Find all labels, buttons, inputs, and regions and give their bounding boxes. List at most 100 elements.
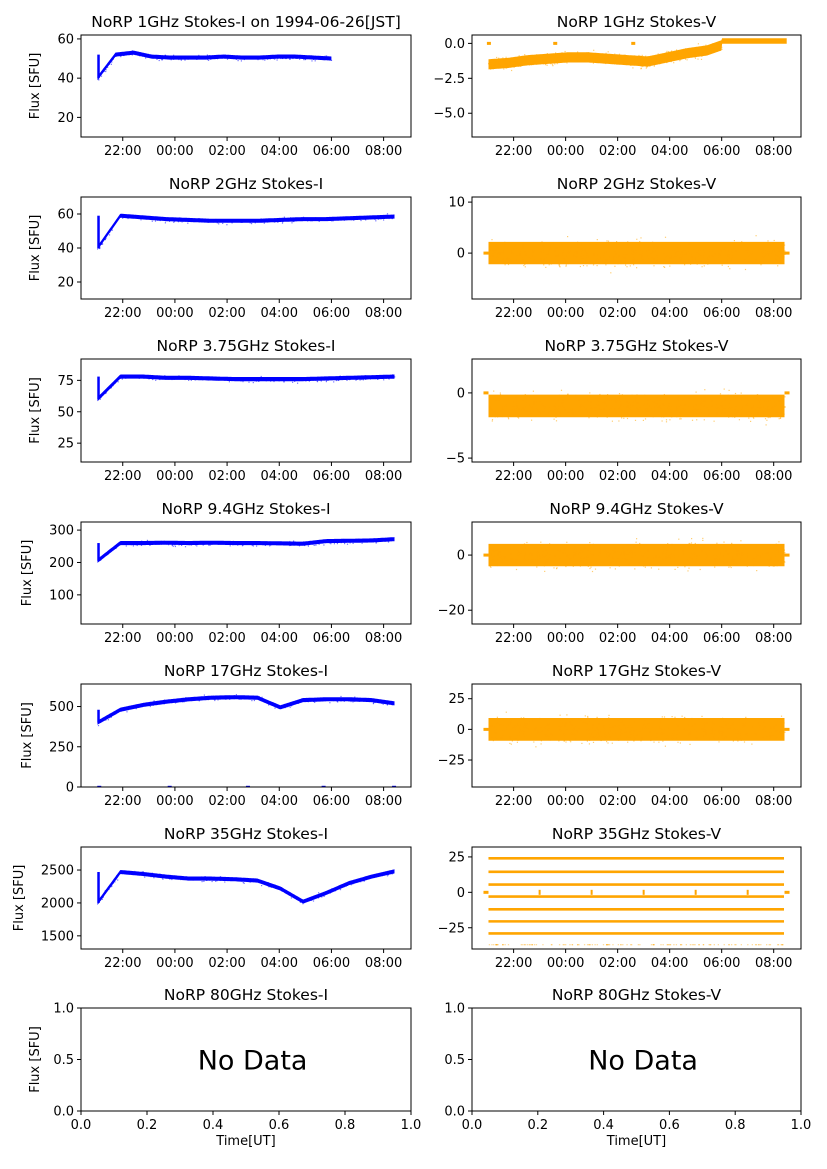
data-point [606, 556, 608, 558]
data-point [781, 411, 783, 413]
data-point [105, 69, 107, 71]
data-point [616, 558, 618, 560]
data-point [507, 417, 509, 419]
chart-title: NoRP 17GHz Stokes-I [164, 662, 328, 680]
data-point [138, 377, 140, 379]
data-point [254, 378, 256, 380]
data-point [355, 379, 357, 381]
data-point [514, 260, 516, 262]
data-point [516, 248, 518, 250]
data-point [656, 249, 658, 251]
data-point [613, 401, 615, 403]
data-point [721, 248, 723, 250]
data-point [102, 556, 104, 559]
data-point [585, 255, 587, 258]
data-point [729, 402, 731, 404]
data-point [775, 559, 777, 561]
data-point [674, 553, 676, 555]
data-point [373, 376, 375, 378]
data-point [388, 378, 390, 380]
data-point [535, 553, 537, 555]
data-point [776, 554, 778, 556]
data-point [761, 251, 764, 254]
data-point [154, 216, 156, 218]
data-point [104, 554, 106, 556]
data-point [216, 219, 218, 221]
data-point [676, 555, 678, 557]
data-point [304, 56, 306, 58]
data-point [589, 549, 591, 551]
data-point [568, 411, 570, 413]
data-point [575, 411, 577, 413]
data-point [498, 550, 500, 552]
data-point [648, 65, 650, 67]
data-point [363, 218, 366, 220]
data-point [653, 407, 655, 409]
data-point [704, 396, 706, 398]
data-point [542, 411, 545, 413]
data-point [505, 409, 507, 411]
data-point [709, 552, 711, 554]
data-point [586, 399, 588, 401]
data-point [287, 544, 289, 546]
data-point [728, 561, 730, 563]
data-point [720, 250, 722, 252]
data-point [521, 563, 523, 565]
data-point [159, 219, 161, 222]
data-point [510, 558, 513, 560]
data-point [744, 559, 746, 561]
data-point [779, 400, 781, 402]
data-point [99, 246, 101, 248]
data-band [97, 213, 395, 250]
data-point [765, 252, 767, 255]
data-point [679, 257, 681, 259]
data-point [575, 552, 577, 554]
data-point [773, 249, 775, 251]
data-point [528, 64, 530, 66]
data-point [252, 545, 254, 547]
data-point [548, 57, 550, 59]
x-tick-label: 22:00 [104, 306, 141, 321]
data-point [660, 408, 662, 410]
data-point [582, 250, 584, 252]
data-point [720, 404, 722, 406]
data-point [684, 717, 686, 720]
data-point [750, 401, 752, 403]
data-point [143, 54, 145, 56]
data-point [233, 698, 235, 700]
data-point [348, 540, 350, 542]
data-point [383, 701, 386, 703]
data-point [139, 704, 141, 706]
data-point [584, 410, 586, 412]
data-point [746, 412, 748, 414]
data-point [375, 220, 377, 222]
data-point [514, 395, 516, 397]
data-point [716, 412, 718, 415]
data-point [639, 55, 642, 57]
data-point [148, 54, 150, 56]
data-point [626, 559, 628, 561]
data-point [231, 57, 233, 59]
data-point [273, 219, 275, 221]
data-point [661, 400, 663, 402]
data-point [559, 248, 561, 250]
data-point [175, 542, 177, 545]
data-point [138, 706, 140, 708]
data-point [533, 259, 535, 261]
data-point [769, 559, 771, 561]
data-point [683, 252, 685, 254]
data-point [655, 262, 658, 264]
data-point [383, 700, 385, 702]
data-point [355, 700, 357, 702]
data-point [553, 405, 555, 407]
data-point [650, 58, 653, 60]
data-point [593, 53, 595, 55]
data-point [608, 737, 610, 739]
data-point [593, 49, 595, 51]
data-point [103, 70, 105, 72]
data-point [494, 413, 496, 415]
data-point [682, 550, 684, 552]
data-point [656, 407, 658, 409]
data-point [609, 553, 611, 555]
data-point [315, 378, 317, 380]
